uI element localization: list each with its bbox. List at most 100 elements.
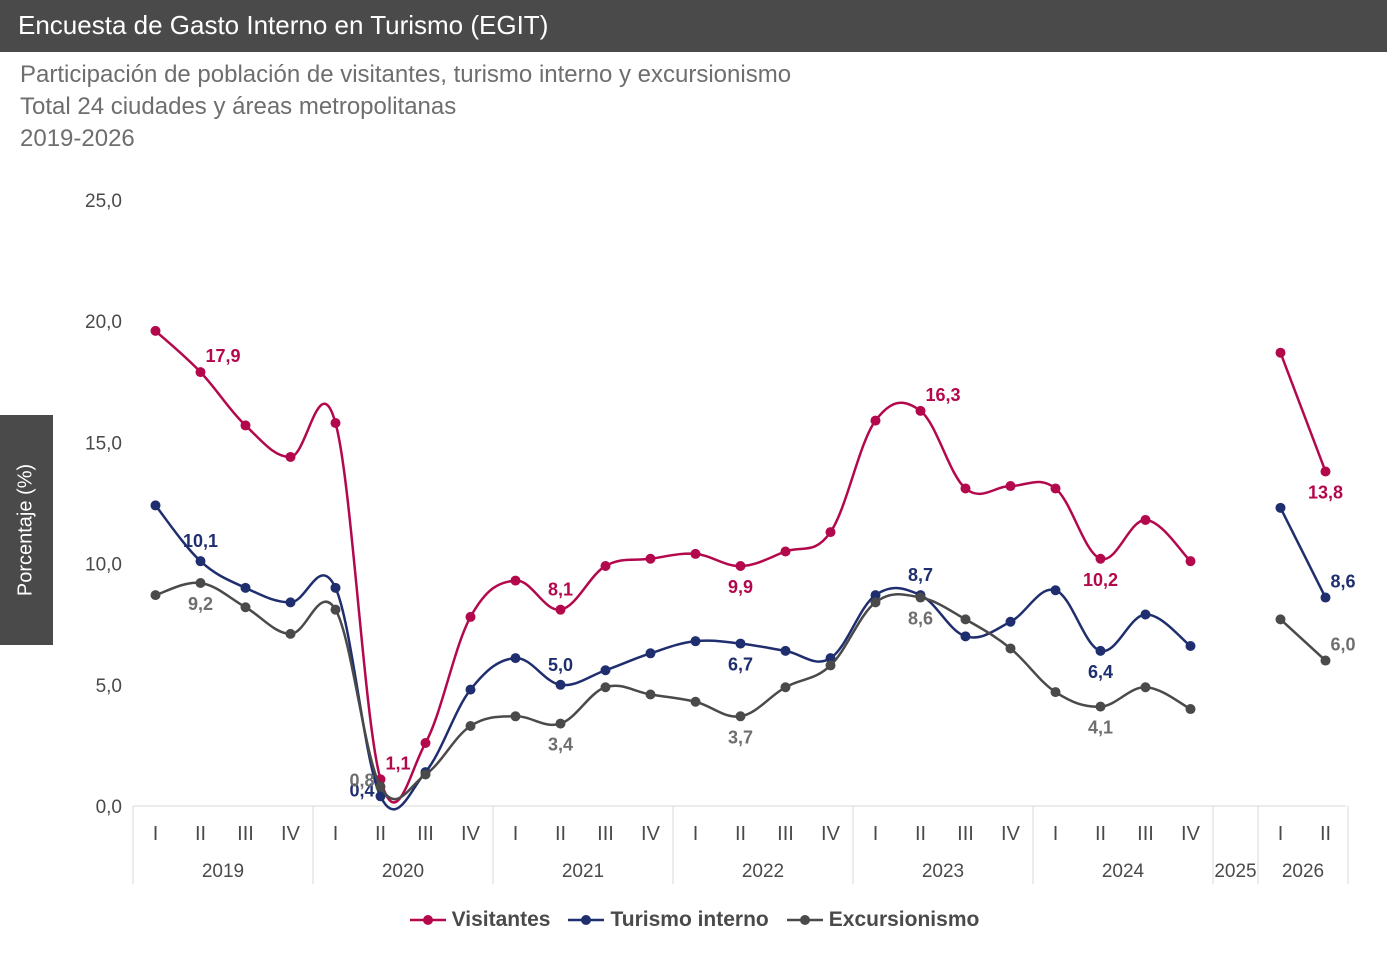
data-point-turismo-interno bbox=[1050, 585, 1061, 596]
data-label-excursionismo: 4,1 bbox=[1088, 718, 1113, 738]
x-tick-label-quarter: I bbox=[513, 823, 519, 845]
y-tick-label: 10,0 bbox=[85, 555, 122, 576]
data-label-excursionismo: 6,0 bbox=[1331, 635, 1356, 655]
x-tick-label-quarter: I bbox=[873, 823, 879, 845]
data-point-excursionismo bbox=[690, 696, 701, 707]
series-line-turismo-interno bbox=[1279, 507, 1327, 599]
data-point-turismo-interno bbox=[330, 582, 341, 593]
data-label-visitantes: 9,9 bbox=[728, 577, 753, 597]
x-tick-label-quarter: II bbox=[735, 823, 746, 845]
data-point-excursionismo bbox=[330, 604, 341, 615]
legend-swatch bbox=[786, 915, 823, 925]
legend-item: Visitantes bbox=[408, 908, 551, 932]
data-label-excursionismo: 0,8 bbox=[349, 771, 374, 791]
chart-subtitle-line3: 2019-2026 bbox=[20, 125, 135, 152]
data-point-visitantes bbox=[1005, 481, 1016, 492]
x-tick-label-quarter: I bbox=[1053, 823, 1059, 845]
x-tick-label-quarter: I bbox=[153, 823, 159, 845]
x-tick-label-quarter: III bbox=[237, 823, 254, 845]
data-point-turismo-interno bbox=[555, 679, 566, 690]
data-point-excursionismo bbox=[1185, 704, 1196, 715]
data-point-visitantes bbox=[330, 418, 341, 429]
data-point-turismo-interno bbox=[690, 636, 701, 647]
x-tick-label-quarter: I bbox=[333, 823, 339, 845]
x-tick-label-quarter: II bbox=[915, 823, 926, 845]
data-point-excursionismo bbox=[600, 682, 611, 693]
data-point-visitantes bbox=[555, 604, 566, 615]
data-point-visitantes bbox=[240, 420, 251, 431]
data-point-visitantes bbox=[735, 561, 746, 572]
data-label-excursionismo: 3,4 bbox=[548, 735, 573, 755]
y-tick-label: 25,0 bbox=[85, 191, 122, 212]
series-line-excursionismo bbox=[155, 581, 1192, 801]
x-tick-label-quarter: IV bbox=[461, 823, 481, 845]
data-point-excursionismo bbox=[510, 711, 521, 722]
data-label-visitantes: 16,3 bbox=[926, 385, 961, 405]
data-point-excursionismo bbox=[915, 592, 926, 603]
data-point-excursionismo bbox=[465, 721, 476, 732]
data-point-turismo-interno bbox=[465, 684, 476, 695]
chart-legend: Visitantes Turismo interno Excursionismo bbox=[0, 908, 1387, 932]
data-point-visitantes bbox=[285, 451, 296, 462]
data-label-excursionismo: 3,7 bbox=[728, 727, 753, 747]
chart-subtitle-line2: Total 24 ciudades y áreas metropolitanas bbox=[20, 93, 457, 120]
data-point-excursionismo bbox=[1140, 682, 1151, 693]
legend-swatch bbox=[568, 915, 605, 925]
x-tick-label-quarter: I bbox=[693, 823, 699, 845]
data-point-visitantes bbox=[1320, 466, 1331, 477]
data-point-visitantes bbox=[1275, 347, 1286, 358]
y-tick-label: 0,0 bbox=[96, 797, 122, 818]
series-line-turismo-interno bbox=[154, 504, 1192, 811]
data-point-visitantes bbox=[915, 405, 926, 416]
data-point-visitantes bbox=[645, 553, 656, 564]
data-point-excursionismo bbox=[1320, 655, 1331, 666]
series-line-visitantes bbox=[1279, 352, 1327, 472]
data-point-turismo-interno bbox=[150, 500, 161, 511]
data-point-excursionismo bbox=[375, 781, 386, 792]
data-point-excursionismo bbox=[150, 590, 161, 601]
data-label-turismo-interno: 8,6 bbox=[1331, 572, 1356, 592]
x-tick-label-quarter: III bbox=[957, 823, 974, 845]
x-tick-label-quarter: I bbox=[1278, 823, 1284, 845]
header-bar bbox=[0, 0, 1387, 52]
data-point-visitantes bbox=[1050, 483, 1061, 494]
data-point-excursionismo bbox=[780, 682, 791, 693]
data-point-excursionismo bbox=[420, 769, 431, 780]
data-point-turismo-interno bbox=[1320, 592, 1331, 603]
data-point-excursionismo bbox=[1050, 687, 1061, 698]
data-label-excursionismo: 8,6 bbox=[908, 609, 933, 629]
x-tick-label-year: 2020 bbox=[382, 861, 424, 882]
legend-item: Turismo interno bbox=[566, 908, 769, 932]
x-tick-label-quarter: II bbox=[1320, 823, 1331, 845]
legend-item: Excursionismo bbox=[785, 908, 980, 932]
data-label-visitantes: 1,1 bbox=[386, 753, 411, 773]
data-point-visitantes bbox=[960, 483, 971, 494]
data-point-excursionismo bbox=[195, 577, 206, 588]
data-point-excursionismo bbox=[285, 628, 296, 639]
data-point-excursionismo bbox=[870, 597, 881, 608]
data-point-turismo-interno bbox=[645, 648, 656, 659]
page-title: Encuesta de Gasto Interno en Turismo (EG… bbox=[18, 10, 549, 40]
data-point-visitantes bbox=[1185, 556, 1196, 567]
data-label-turismo-interno: 6,7 bbox=[728, 655, 753, 675]
data-label-turismo-interno: 5,0 bbox=[548, 655, 573, 675]
data-point-turismo-interno bbox=[1005, 616, 1016, 627]
data-point-turismo-interno bbox=[600, 665, 611, 676]
data-point-excursionismo bbox=[1275, 614, 1286, 625]
data-point-turismo-interno bbox=[1185, 641, 1196, 652]
legend-swatch bbox=[409, 915, 446, 925]
x-tick-label-quarter: II bbox=[1095, 823, 1106, 845]
data-point-visitantes bbox=[195, 367, 206, 378]
data-point-visitantes bbox=[690, 548, 701, 559]
line-chart: 0,05,010,015,020,025,0I II III IV I II III IV I I… bbox=[85, 191, 1356, 884]
legend-label: Visitantes bbox=[451, 908, 551, 931]
x-tick-label-year: 2024 bbox=[1102, 861, 1145, 882]
data-point-turismo-interno bbox=[825, 653, 836, 664]
data-point-visitantes bbox=[465, 611, 476, 622]
data-point-visitantes bbox=[600, 561, 611, 572]
x-tick-label-quarter: IV bbox=[1001, 823, 1021, 845]
series-line-excursionismo bbox=[1279, 618, 1327, 662]
legend-label: Excursionismo bbox=[828, 908, 980, 931]
y-tick-label: 20,0 bbox=[85, 312, 122, 333]
data-label-turismo-interno: 10,1 bbox=[183, 531, 218, 551]
